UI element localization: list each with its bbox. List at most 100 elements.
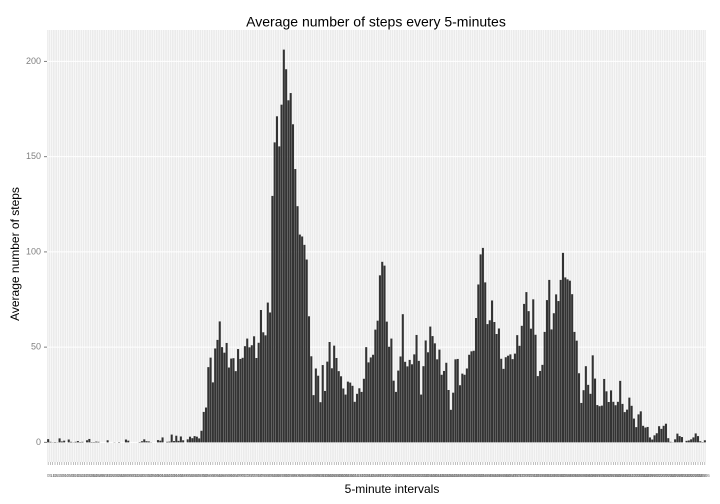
bar xyxy=(243,346,246,443)
x-tick-label: 835 xyxy=(280,473,288,478)
x-tick-label: 1310 xyxy=(405,473,416,478)
bar xyxy=(58,438,61,443)
bar xyxy=(340,376,343,443)
bar xyxy=(191,438,194,443)
x-tick-label: 120 xyxy=(81,473,89,478)
bar xyxy=(525,292,528,443)
bar xyxy=(685,440,688,443)
bar xyxy=(452,392,455,443)
x-tick-label: 1430 xyxy=(441,473,452,478)
bar xyxy=(404,361,407,443)
x-tick-label: 1645 xyxy=(503,473,514,478)
x-tick-label: 940 xyxy=(310,473,318,478)
bar xyxy=(198,438,201,443)
bar xyxy=(610,390,613,443)
x-tick-label: 2005 xyxy=(595,473,606,478)
bar xyxy=(262,332,265,443)
bar xyxy=(550,329,553,443)
x-tick-label: 855 xyxy=(289,473,297,478)
x-tick-label: 1405 xyxy=(430,473,441,478)
bar xyxy=(298,234,301,443)
x-tick-label: 320 xyxy=(136,473,144,478)
x-tick-label: 130 xyxy=(86,473,94,478)
bar xyxy=(106,440,109,443)
x-tick-label: 1750 xyxy=(533,473,544,478)
x-tick-label: 1945 xyxy=(585,473,596,478)
bar xyxy=(250,345,253,443)
bar xyxy=(497,328,500,443)
bar xyxy=(145,441,148,443)
bar xyxy=(431,336,434,443)
bar xyxy=(333,345,336,443)
x-tick-label: 1735 xyxy=(526,473,537,478)
x-tick-label: 2325 xyxy=(686,473,697,478)
bar xyxy=(678,436,681,443)
x-tick-label: 710 xyxy=(241,473,249,478)
bar xyxy=(600,405,603,443)
x-tick-label: 2250 xyxy=(670,473,681,478)
x-tick-label: 600 xyxy=(209,473,217,478)
bar xyxy=(626,409,629,443)
x-tick-label: 1420 xyxy=(437,473,448,478)
x-tick-label: 1605 xyxy=(485,473,496,478)
x-tick-label: 405 xyxy=(157,473,165,478)
x-tick-label: 55 xyxy=(71,473,77,478)
x-tick-label: 1335 xyxy=(416,473,427,478)
x-tick-label: 920 xyxy=(301,473,309,478)
bar xyxy=(630,405,633,443)
x-tick-label: 1935 xyxy=(581,473,592,478)
x-tick-label: 1350 xyxy=(423,473,434,478)
x-tick-label: 1255 xyxy=(398,473,409,478)
x-tick-label: 1215 xyxy=(380,473,391,478)
bar xyxy=(367,362,370,443)
y-tick-label: 200 xyxy=(26,56,41,66)
x-tick-label: 2145 xyxy=(640,473,651,478)
bar xyxy=(580,402,583,443)
y-tick-label: 0 xyxy=(36,437,41,447)
x-tick-label: 2235 xyxy=(663,473,674,478)
x-tick-label: 1325 xyxy=(412,473,423,478)
bar xyxy=(232,358,235,443)
bar xyxy=(584,366,587,443)
bar xyxy=(259,310,262,443)
x-tick-label: 2015 xyxy=(599,473,610,478)
x-tick-label: 2225 xyxy=(659,473,670,478)
bar xyxy=(143,439,146,443)
x-tick-label: 1410 xyxy=(432,473,443,478)
bar xyxy=(438,349,441,443)
bar xyxy=(273,142,276,443)
bar xyxy=(527,311,530,443)
x-tick-label: 2345 xyxy=(695,473,706,478)
bar xyxy=(227,367,230,443)
bar xyxy=(397,370,400,443)
x-tick-label: 1540 xyxy=(473,473,484,478)
x-tick-label: 1510 xyxy=(460,473,471,478)
x-tick-label: 610 xyxy=(214,473,222,478)
bar xyxy=(358,388,361,443)
x-tick-label: 1150 xyxy=(368,473,378,478)
bar xyxy=(449,409,452,443)
x-tick-label: 1755 xyxy=(535,473,546,478)
x-tick-label: 650 xyxy=(232,473,240,478)
bar xyxy=(545,300,549,443)
bar xyxy=(410,364,413,443)
bar xyxy=(365,347,368,443)
x-tick-label: 450 xyxy=(177,473,185,478)
bar xyxy=(381,261,384,443)
x-tick-label: 1415 xyxy=(434,473,445,478)
y-axis-title: Average number of steps xyxy=(8,187,22,321)
bar xyxy=(646,426,649,443)
bar xyxy=(518,345,521,443)
bar xyxy=(520,325,523,443)
x-tick-label: 605 xyxy=(211,473,219,478)
bar xyxy=(76,441,79,443)
chart-title: Average number of steps every 5-minutes xyxy=(246,14,506,30)
x-tick-label: 2040 xyxy=(611,473,622,478)
x-tick-label: 1855 xyxy=(563,473,574,478)
bar xyxy=(401,314,404,443)
x-tick-label: 1000 xyxy=(318,473,329,478)
x-tick-label: 845 xyxy=(285,473,293,478)
x-tick-label: 900 xyxy=(292,473,300,478)
x-tick-label: 35 xyxy=(62,473,68,478)
